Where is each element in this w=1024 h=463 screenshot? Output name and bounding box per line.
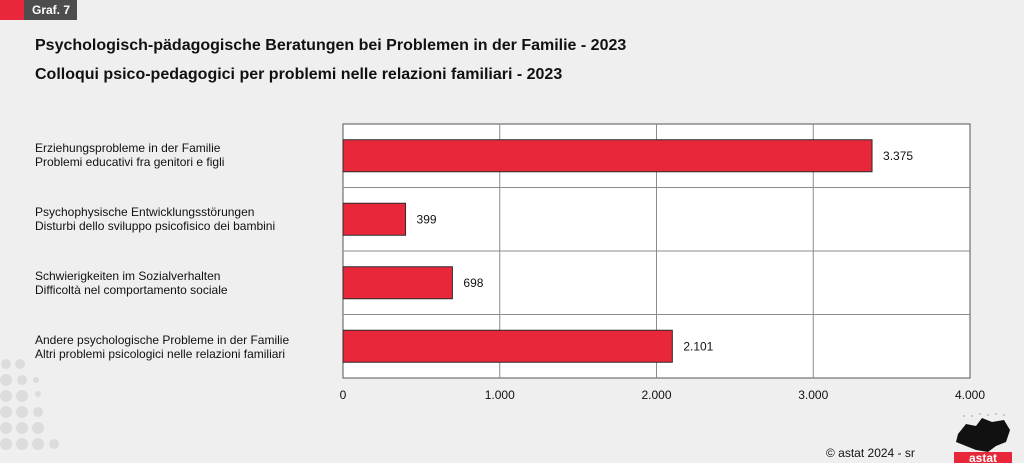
category-label-it: Disturbi dello sviluppo psicofisico dei … (35, 219, 276, 233)
bar (342, 266, 453, 300)
chart-title-italian: Colloqui psico-pedagogici per problemi n… (35, 66, 563, 83)
category-label-de: Andere psychologische Probleme in der Fa… (35, 333, 290, 347)
copyright-notice: © astat 2024 - sr (826, 446, 915, 460)
badge-accent (0, 0, 24, 20)
bar (342, 202, 407, 236)
chart-title-german: Psychologisch-pädagogische Beratungen be… (35, 37, 627, 54)
x-tick-label: 0 (340, 388, 347, 402)
category-label-it: Altri problemi psicologici nelle relazio… (35, 347, 286, 361)
bar-value-label: 698 (463, 276, 483, 290)
bar (342, 329, 673, 363)
logo-text: astat (969, 451, 997, 463)
category-label: Psychophysische Entwicklungsstörungen Di… (35, 205, 335, 233)
bar-value-label: 3.375 (883, 149, 913, 163)
category-label-it: Problemi educativi fra genitori e figli (35, 155, 225, 169)
bar-value-label: 2.101 (683, 339, 713, 353)
chart-number-badge: Graf. 7 (0, 0, 77, 20)
badge-label: Graf. 7 (32, 3, 71, 17)
bars-layer (342, 139, 873, 363)
x-tick-label: 3.000 (798, 388, 828, 402)
category-label-de: Schwierigkeiten im Sozialverhalten (35, 269, 221, 283)
decorative-dots (0, 359, 59, 450)
category-label: Schwierigkeiten im Sozialverhalten Diffi… (35, 269, 335, 297)
x-tick-label: 1.000 (485, 388, 515, 402)
category-label-it: Difficoltà nel comportamento sociale (35, 283, 228, 297)
astat-logo: astat (954, 413, 1012, 463)
bar-value-label: 399 (417, 212, 437, 226)
category-label-de: Psychophysische Entwicklungsstörungen (35, 205, 255, 219)
category-label-de: Erziehungsprobleme in der Familie (35, 141, 221, 155)
bar (342, 139, 873, 173)
labels-layer: 0 1.000 2.000 3.000 4.000 3.375 399 698 2.101 (340, 149, 986, 402)
category-label: Andere psychologische Probleme in der Fa… (35, 333, 335, 361)
category-label: Erziehungsprobleme in der Familie Proble… (35, 141, 335, 169)
x-tick-label: 2.000 (641, 388, 671, 402)
x-tick-label: 4.000 (955, 388, 985, 402)
